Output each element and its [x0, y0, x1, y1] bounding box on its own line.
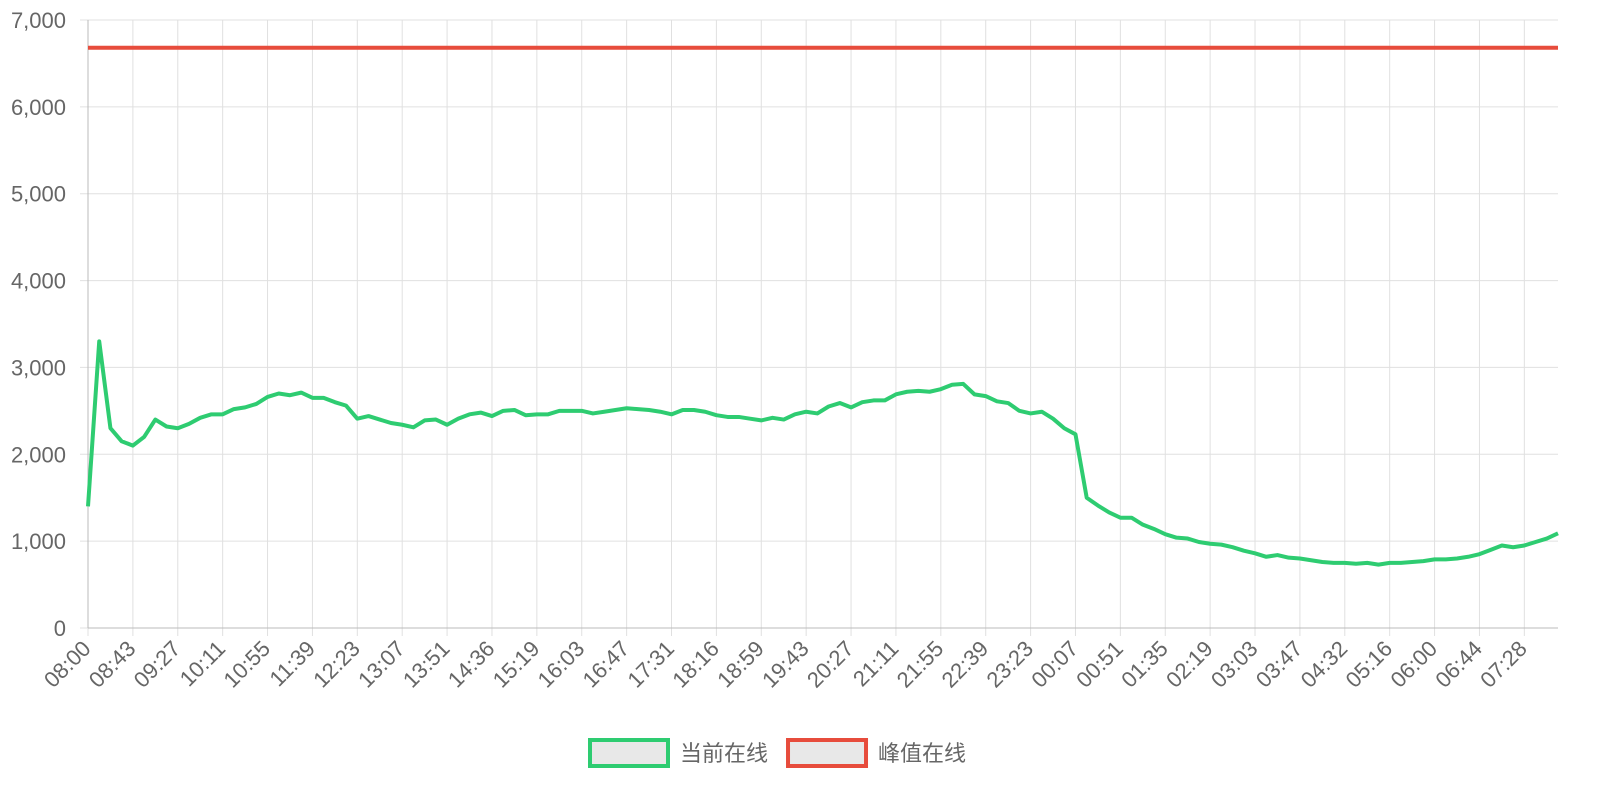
x-tick-label: 04:32: [1296, 636, 1353, 693]
x-tick-label: 19:43: [757, 636, 814, 693]
x-tick-label: 12:23: [308, 636, 365, 693]
x-tick-label: 13:07: [353, 636, 410, 693]
y-tick-label: 6,000: [11, 95, 66, 120]
x-tick-label: 05:16: [1341, 636, 1398, 693]
y-tick-label: 5,000: [11, 182, 66, 207]
x-tick-label: 11:39: [265, 636, 320, 691]
legend-swatch: [588, 738, 670, 768]
x-tick-label: 10:55: [218, 636, 275, 693]
x-tick-label: 23:23: [982, 636, 1039, 693]
legend-swatch: [786, 738, 869, 768]
x-tick-label: 00:51: [1071, 636, 1128, 693]
y-tick-label: 1,000: [11, 529, 66, 554]
y-tick-label: 7,000: [11, 8, 66, 33]
x-tick-label: 01:35: [1116, 636, 1173, 693]
x-tick-label: 20:27: [802, 636, 859, 693]
x-tick-label: 02:19: [1161, 636, 1218, 693]
x-tick-label: 08:43: [84, 636, 141, 693]
x-tick-label: 18:16: [667, 636, 724, 693]
series-line: [86, 339, 1559, 567]
y-tick-label: 0: [54, 616, 66, 641]
x-tick-label: 09:27: [129, 636, 186, 693]
x-tick-label: 00:07: [1026, 636, 1083, 693]
x-tick-label: 16:03: [533, 636, 590, 693]
x-tick-label: 16:47: [578, 636, 635, 693]
y-tick-label: 3,000: [11, 355, 66, 380]
x-tick-label: 03:47: [1251, 636, 1308, 693]
x-tick-label: 08:00: [39, 636, 96, 693]
x-tick-label: 03:03: [1206, 636, 1263, 693]
x-tick-label: 10:11: [175, 636, 230, 691]
legend-label: 当前在线: [680, 741, 768, 766]
x-tick-label: 17:31: [622, 636, 679, 693]
x-tick-label: 06:00: [1385, 636, 1442, 693]
x-tick-label: 14:36: [443, 636, 500, 693]
y-tick-label: 2,000: [11, 442, 66, 467]
x-tick-label: 07:28: [1475, 636, 1532, 693]
x-tick-label: 21:11: [848, 636, 903, 691]
x-tick-label: 15:19: [488, 636, 545, 693]
x-tick-label: 13:51: [398, 636, 455, 693]
x-tick-label: 18:59: [712, 636, 769, 693]
y-tick-label: 4,000: [11, 269, 66, 294]
x-tick-label: 22:39: [937, 636, 994, 693]
legend-label: 峰值在线: [878, 741, 966, 766]
x-tick-label: 21:55: [892, 636, 949, 693]
x-tick-label: 06:44: [1430, 636, 1487, 693]
